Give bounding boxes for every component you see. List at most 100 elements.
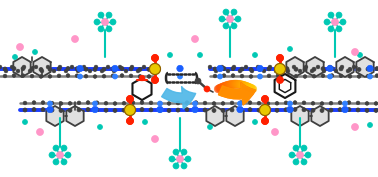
Circle shape	[3, 67, 7, 71]
Circle shape	[176, 101, 180, 105]
Circle shape	[167, 102, 171, 105]
Circle shape	[10, 65, 14, 69]
Circle shape	[262, 96, 268, 102]
Circle shape	[46, 65, 50, 69]
Circle shape	[260, 104, 271, 116]
Polygon shape	[311, 106, 328, 126]
Circle shape	[222, 67, 226, 71]
Circle shape	[56, 152, 64, 158]
Circle shape	[39, 75, 43, 78]
Circle shape	[352, 48, 358, 56]
Circle shape	[88, 69, 92, 73]
Circle shape	[329, 108, 333, 112]
Circle shape	[203, 101, 207, 105]
Circle shape	[49, 152, 55, 158]
Polygon shape	[132, 78, 152, 100]
Circle shape	[77, 74, 82, 79]
Circle shape	[293, 145, 299, 151]
Circle shape	[34, 65, 38, 69]
Circle shape	[147, 67, 151, 72]
Circle shape	[41, 108, 45, 112]
Circle shape	[58, 65, 62, 69]
Circle shape	[356, 101, 360, 105]
Circle shape	[237, 106, 243, 113]
Circle shape	[95, 101, 99, 104]
Circle shape	[53, 159, 59, 165]
Circle shape	[274, 69, 278, 73]
Circle shape	[173, 163, 179, 169]
Circle shape	[95, 108, 99, 112]
Circle shape	[304, 65, 308, 69]
Polygon shape	[206, 106, 224, 126]
Circle shape	[30, 67, 34, 71]
Circle shape	[231, 9, 237, 15]
Circle shape	[208, 65, 212, 69]
Polygon shape	[356, 57, 374, 77]
Circle shape	[39, 67, 43, 72]
Circle shape	[84, 67, 88, 71]
Circle shape	[366, 74, 370, 78]
Circle shape	[77, 108, 81, 112]
Circle shape	[22, 65, 26, 69]
Polygon shape	[306, 57, 324, 77]
Circle shape	[367, 74, 372, 79]
Circle shape	[59, 102, 63, 105]
Circle shape	[124, 69, 128, 73]
Circle shape	[262, 96, 268, 102]
Polygon shape	[226, 106, 244, 126]
Circle shape	[40, 69, 44, 73]
Circle shape	[213, 67, 217, 71]
Circle shape	[302, 108, 306, 112]
Circle shape	[102, 74, 106, 78]
Circle shape	[375, 67, 378, 71]
Circle shape	[41, 101, 45, 104]
Circle shape	[177, 156, 183, 162]
Circle shape	[276, 76, 284, 84]
Circle shape	[181, 163, 187, 169]
Circle shape	[374, 102, 378, 105]
Circle shape	[340, 19, 346, 25]
Circle shape	[106, 26, 112, 32]
Circle shape	[70, 65, 74, 69]
Circle shape	[276, 55, 284, 61]
Circle shape	[328, 12, 334, 18]
Circle shape	[231, 23, 237, 29]
Circle shape	[68, 102, 72, 105]
Circle shape	[223, 9, 229, 15]
Circle shape	[230, 101, 234, 105]
FancyArrowPatch shape	[218, 83, 256, 105]
Circle shape	[3, 74, 7, 78]
Circle shape	[311, 101, 315, 105]
Circle shape	[98, 12, 104, 18]
Circle shape	[112, 65, 118, 72]
Circle shape	[120, 74, 124, 77]
Circle shape	[50, 101, 54, 105]
Circle shape	[21, 74, 25, 77]
Circle shape	[276, 55, 284, 61]
Circle shape	[230, 108, 234, 112]
Circle shape	[127, 96, 133, 102]
Circle shape	[288, 101, 293, 106]
FancyArrowPatch shape	[162, 87, 196, 109]
Circle shape	[328, 26, 334, 32]
Circle shape	[84, 75, 88, 78]
Circle shape	[136, 69, 140, 73]
Polygon shape	[274, 74, 295, 98]
Circle shape	[357, 67, 361, 72]
Circle shape	[122, 108, 126, 112]
Circle shape	[12, 55, 17, 59]
Circle shape	[217, 74, 223, 79]
Circle shape	[147, 75, 151, 78]
Circle shape	[348, 67, 352, 71]
Circle shape	[139, 75, 145, 81]
Circle shape	[23, 108, 27, 112]
Circle shape	[276, 67, 280, 70]
Circle shape	[131, 108, 135, 112]
Circle shape	[239, 107, 243, 112]
Circle shape	[302, 101, 306, 105]
Circle shape	[289, 152, 295, 158]
Circle shape	[312, 74, 316, 78]
Circle shape	[285, 74, 289, 78]
Circle shape	[305, 152, 311, 158]
Circle shape	[173, 149, 179, 155]
